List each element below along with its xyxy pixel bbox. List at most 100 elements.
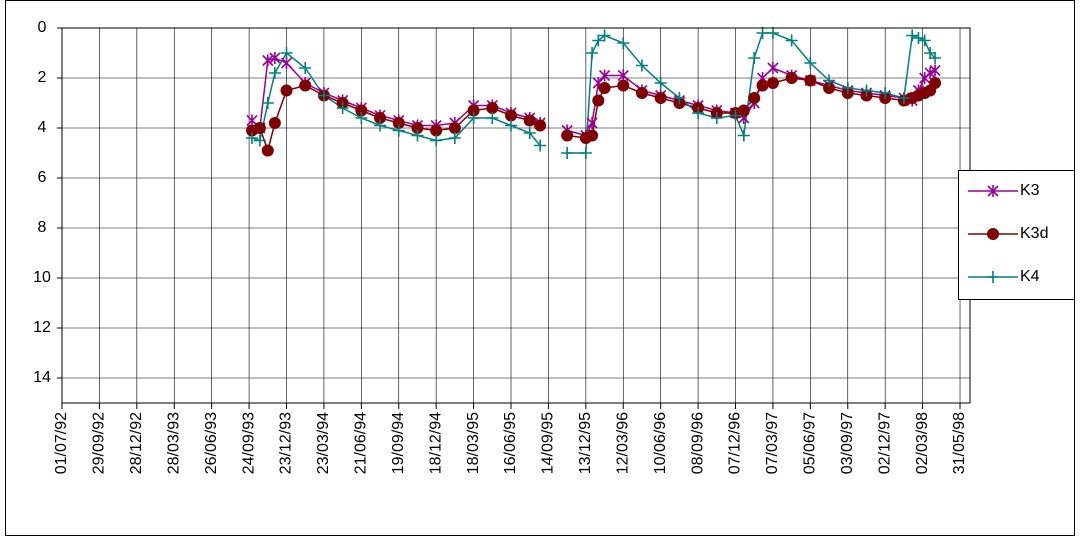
y-tick-label: 14 <box>33 369 51 386</box>
marker <box>912 32 925 44</box>
marker <box>262 54 274 67</box>
marker <box>673 92 686 104</box>
y-tick-label: 4 <box>38 119 47 136</box>
marker <box>748 52 761 64</box>
marker <box>261 144 274 157</box>
marker <box>617 37 630 49</box>
marker <box>766 77 779 89</box>
marker <box>598 82 611 94</box>
marker <box>355 104 368 117</box>
marker <box>261 97 274 109</box>
marker <box>804 74 817 87</box>
marker <box>467 104 480 117</box>
marker <box>654 92 667 104</box>
x-tick-label: 12/03/96 <box>614 412 631 474</box>
marker <box>654 77 667 89</box>
marker <box>692 107 705 119</box>
legend: K3 K3d K4 <box>958 170 1075 300</box>
marker <box>592 34 605 47</box>
x-tick-label: 26/06/93 <box>203 412 220 474</box>
marker <box>336 102 349 114</box>
legend-label: K3d <box>1020 225 1048 242</box>
marker <box>269 52 281 64</box>
x-tick-label: 21/06/94 <box>353 412 370 474</box>
legend-box <box>958 170 1075 300</box>
marker <box>766 27 779 39</box>
x-tick-label: 05/06/97 <box>802 412 819 474</box>
marker <box>268 117 281 129</box>
marker <box>355 112 368 124</box>
x-tick-label: 02/03/98 <box>914 412 931 474</box>
x-tick-label: 01/07/92 <box>53 412 70 474</box>
marker <box>523 114 536 127</box>
marker <box>392 117 405 129</box>
x-tick-label: 18/12/94 <box>427 412 444 474</box>
marker <box>598 29 611 42</box>
y-tick-label: 12 <box>33 319 51 336</box>
marker <box>635 87 648 99</box>
marker <box>785 72 798 84</box>
marker <box>785 34 798 47</box>
marker <box>280 47 293 59</box>
x-tick-label: 23/03/94 <box>315 412 332 474</box>
y-tick-label: 2 <box>38 69 47 86</box>
marker <box>374 112 387 124</box>
x-tick-label: 28/12/92 <box>128 412 145 474</box>
marker <box>430 124 443 137</box>
marker <box>245 132 258 144</box>
legend-label: K4 <box>1020 268 1040 285</box>
marker <box>299 79 312 92</box>
marker <box>748 92 761 104</box>
marker <box>268 67 281 79</box>
marker <box>767 62 779 74</box>
marker <box>448 122 461 134</box>
marker <box>392 124 405 137</box>
axes: 0 2 4 6 8 10 12 14 01/07/92 29/09/92 28/12/92 28/03… <box>33 19 968 474</box>
x-tick-label: 10/06/96 <box>652 412 669 474</box>
y-tick-label: 10 <box>33 269 51 286</box>
marker <box>635 59 648 72</box>
marker <box>505 109 518 122</box>
marker <box>448 132 461 144</box>
x-tick-label: 28/03/93 <box>165 412 182 474</box>
marker <box>737 104 750 117</box>
marker <box>592 94 605 107</box>
marker <box>617 79 630 92</box>
y-tick-label: 0 <box>38 19 47 36</box>
marker <box>897 92 910 104</box>
marker <box>561 147 574 159</box>
x-tick-label: 02/12/97 <box>876 412 893 474</box>
marker <box>929 77 942 89</box>
marker <box>710 112 723 124</box>
x-tick-label: 23/12/93 <box>278 412 295 474</box>
legend-label: K3 <box>1020 182 1040 199</box>
marker <box>804 57 817 69</box>
series-markers <box>245 27 942 159</box>
x-tick-label: 14/09/95 <box>540 412 557 474</box>
y-tick-label: 6 <box>38 169 47 186</box>
x-tick-label: 13/12/95 <box>577 412 594 474</box>
marker <box>924 47 937 59</box>
marker <box>987 228 999 240</box>
marker <box>598 69 611 82</box>
marker <box>467 112 480 124</box>
x-tick-label: 08/09/96 <box>689 412 706 474</box>
x-tick-label: 31/05/98 <box>951 412 968 474</box>
marker <box>523 127 536 139</box>
marker <box>879 87 892 99</box>
marker <box>929 52 942 64</box>
marker <box>411 122 424 134</box>
marker <box>586 129 599 142</box>
marker <box>729 109 742 122</box>
marker <box>253 122 266 134</box>
marker <box>534 139 547 152</box>
marker <box>737 129 750 142</box>
marker <box>280 84 293 97</box>
marker <box>534 119 547 132</box>
marker <box>987 271 999 283</box>
marker <box>929 64 941 77</box>
y-tick-label: 8 <box>38 219 47 236</box>
marker <box>374 119 387 132</box>
x-tick-label: 19/09/94 <box>390 412 407 474</box>
